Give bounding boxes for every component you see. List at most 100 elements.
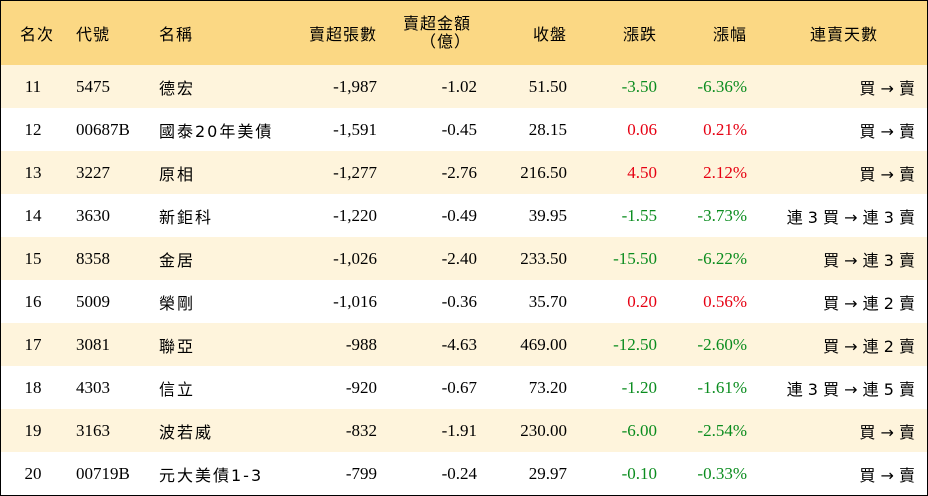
- table-row: 16 5009 榮剛 -1,016 -0.36 35.70 0.20 0.56% 買 → 連 2…: [1, 280, 927, 323]
- cell-streak: 連 3 買 → 連 3 賣: [786, 207, 915, 227]
- header-streak: 連賣天數: [809, 25, 878, 44]
- cell-name: 元大美債1-3: [159, 465, 264, 485]
- cell-code: 3630: [76, 205, 110, 225]
- table-row: 13 3227 原相 -1,277 -2.76 216.50 4.50 2.12% 買 → 賣: [1, 151, 927, 194]
- cell-sell-amount: -1.91: [441, 420, 477, 440]
- cell-streak: 買 → 連 2 賣: [823, 293, 915, 313]
- cell-name: 波若威: [159, 422, 214, 442]
- cell-name: 德宏: [159, 78, 196, 98]
- cell-change: -1.55: [621, 205, 657, 225]
- cell-change: -12.50: [613, 334, 657, 354]
- cell-close: 73.20: [528, 377, 567, 397]
- header-change: 漲跌: [622, 25, 657, 44]
- cell-streak: 買 → 賣: [859, 422, 915, 442]
- cell-sell-amount: -0.36: [441, 291, 477, 311]
- cell-pct: -6.36%: [697, 76, 747, 96]
- cell-pct: 0.21%: [703, 119, 747, 139]
- cell-code: 00719B: [76, 463, 130, 483]
- table-row: 11 5475 德宏 -1,987 -1.02 51.50 -3.50 -6.36% 買 → 賣: [1, 65, 927, 108]
- header-sell-amount: 賣超金額 （億）: [381, 1, 471, 65]
- cell-streak: 買 → 連 3 賣: [823, 250, 915, 270]
- cell-close: 216.50: [520, 162, 567, 182]
- header-pct: 漲幅: [712, 25, 747, 44]
- table-row: 20 00719B 元大美債1-3 -799 -0.24 29.97 -0.10 -0.33%…: [1, 452, 927, 495]
- cell-sell-amount: -4.63: [441, 334, 477, 354]
- cell-name: 新鉅科: [159, 207, 214, 227]
- table-row: 18 4303 信立 -920 -0.67 73.20 -1.20 -1.61% 連 3 買 →…: [1, 366, 927, 409]
- header-close: 收盤: [532, 25, 567, 44]
- cell-rank: 17: [24, 334, 42, 354]
- cell-change: -3.50: [621, 76, 657, 96]
- cell-name: 原相: [159, 164, 196, 184]
- cell-streak: 買 → 賣: [859, 121, 915, 141]
- cell-sell-lots: -799: [345, 463, 377, 483]
- cell-rank: 18: [24, 377, 42, 397]
- table-row: 14 3630 新鉅科 -1,220 -0.49 39.95 -1.55 -3.73% 連 3 …: [1, 194, 927, 237]
- cell-sell-lots: -1,277: [333, 162, 377, 182]
- header-sell-amount-line2: （億）: [419, 32, 471, 51]
- cell-change: -1.20: [621, 377, 657, 397]
- cell-name: 信立: [159, 379, 196, 399]
- cell-code: 3227: [76, 162, 110, 182]
- cell-sell-lots: -1,016: [333, 291, 377, 311]
- cell-streak: 買 → 賣: [859, 465, 915, 485]
- table-header: 名次 代號 名稱 賣超張數 賣超金額 （億） 收盤 漲跌 漲幅 連賣天數: [1, 1, 927, 66]
- cell-rank: 11: [24, 76, 42, 96]
- header-sell-lots: 賣超張數: [308, 25, 377, 44]
- cell-sell-amount: -1.02: [441, 76, 477, 96]
- cell-sell-amount: -0.24: [441, 463, 477, 483]
- cell-streak: 買 → 賣: [859, 78, 915, 98]
- cell-close: 35.70: [528, 291, 567, 311]
- cell-streak: 買 → 賣: [859, 164, 915, 184]
- cell-pct: 0.56%: [703, 291, 747, 311]
- cell-pct: 2.12%: [703, 162, 747, 182]
- cell-close: 28.15: [528, 119, 567, 139]
- cell-sell-lots: -1,591: [333, 119, 377, 139]
- cell-close: 233.50: [520, 248, 567, 268]
- cell-streak: 連 3 買 → 連 5 賣: [786, 379, 915, 399]
- cell-sell-lots: -1,026: [333, 248, 377, 268]
- cell-code: 00687B: [76, 119, 130, 139]
- cell-change: -6.00: [621, 420, 657, 440]
- cell-pct: -3.73%: [697, 205, 747, 225]
- cell-sell-lots: -988: [345, 334, 377, 354]
- cell-code: 4303: [76, 377, 110, 397]
- cell-pct: -1.61%: [697, 377, 747, 397]
- cell-close: 469.00: [520, 334, 567, 354]
- header-code: 代號: [76, 25, 111, 44]
- cell-pct: -0.33%: [697, 463, 747, 483]
- cell-code: 3081: [76, 334, 110, 354]
- cell-code: 5475: [76, 76, 110, 96]
- cell-name: 國泰20年美債: [159, 121, 274, 141]
- header-sell-amount-line1: 賣超金額: [402, 14, 471, 33]
- cell-streak: 買 → 連 2 賣: [823, 336, 915, 356]
- cell-sell-amount: -0.49: [441, 205, 477, 225]
- cell-sell-lots: -1,220: [333, 205, 377, 225]
- cell-code: 3163: [76, 420, 110, 440]
- cell-rank: 20: [24, 463, 42, 483]
- cell-sell-amount: -0.67: [441, 377, 477, 397]
- cell-name: 金居: [159, 250, 196, 270]
- cell-rank: 16: [24, 291, 42, 311]
- cell-sell-lots: -920: [345, 377, 377, 397]
- cell-pct: -2.60%: [697, 334, 747, 354]
- cell-pct: -2.54%: [697, 420, 747, 440]
- table-row: 12 00687B 國泰20年美債 -1,591 -0.45 28.15 0.06 0.21%…: [1, 108, 927, 151]
- header-rank: 名次: [19, 25, 54, 44]
- cell-pct: -6.22%: [697, 248, 747, 268]
- cell-name: 聯亞: [159, 336, 196, 356]
- cell-close: 29.97: [528, 463, 567, 483]
- cell-rank: 19: [24, 420, 42, 440]
- cell-sell-amount: -0.45: [441, 119, 477, 139]
- cell-sell-lots: -832: [345, 420, 377, 440]
- cell-name: 榮剛: [159, 293, 196, 313]
- table-row: 19 3163 波若威 -832 -1.91 230.00 -6.00 -2.54% 買 → 賣: [1, 409, 927, 452]
- cell-close: 230.00: [520, 420, 567, 440]
- cell-change: -15.50: [613, 248, 657, 268]
- cell-rank: 15: [24, 248, 42, 268]
- cell-sell-amount: -2.40: [441, 248, 477, 268]
- header-name: 名稱: [159, 25, 194, 44]
- cell-change: 0.20: [627, 291, 657, 311]
- cell-rank: 14: [24, 205, 42, 225]
